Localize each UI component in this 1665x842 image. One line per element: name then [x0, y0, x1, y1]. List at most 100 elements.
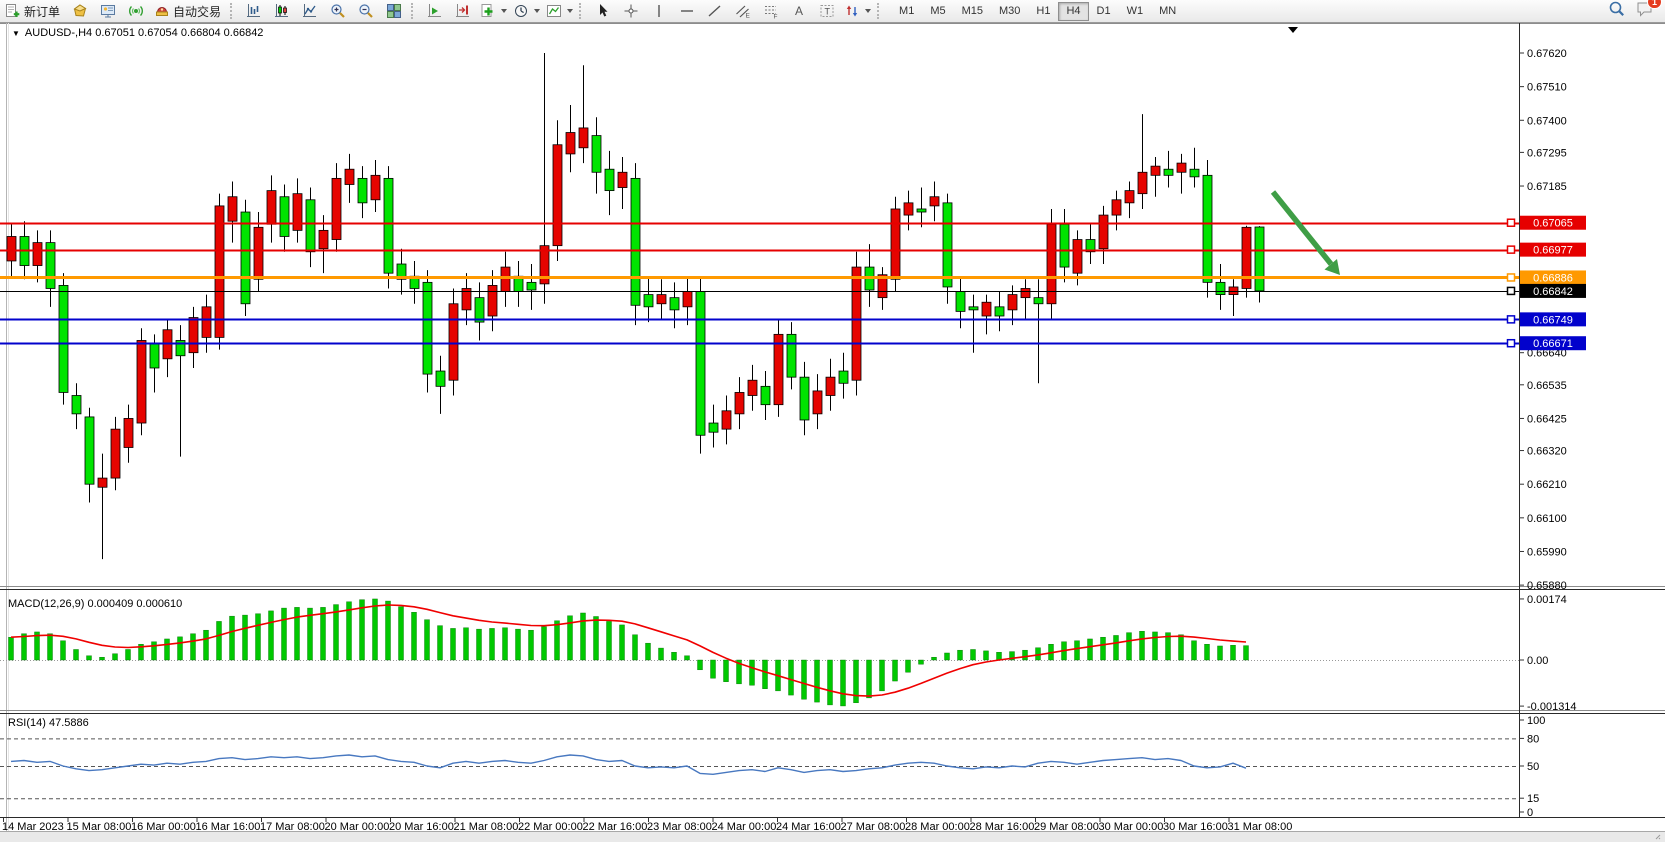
- terminal-button[interactable]: [94, 0, 122, 22]
- macd-bar: [515, 628, 521, 661]
- zoom-out-button[interactable]: [352, 0, 380, 22]
- macd-bar: [294, 607, 300, 661]
- macd-bar: [229, 615, 235, 661]
- macd-bar: [762, 659, 768, 689]
- toolbar-grip: [411, 3, 417, 19]
- tile-windows-icon: [386, 3, 402, 19]
- timeframe-M5[interactable]: M5: [930, 4, 946, 17]
- horizontal-line-button[interactable]: [673, 0, 701, 22]
- date-label: 31 Mar 08:00: [1228, 821, 1293, 833]
- text-button[interactable]: A: [785, 0, 813, 22]
- price-badge-label: 0.66886: [1533, 272, 1573, 284]
- zoom-out-icon: [358, 3, 374, 19]
- cursor-button[interactable]: [589, 0, 617, 22]
- vertical-line-icon: [651, 3, 667, 19]
- date-label: 22 Mar 16:00: [583, 821, 648, 833]
- rsi-indicator-label: RSI(14) 47.5886: [8, 717, 89, 729]
- equidistant-channel-button[interactable]: E: [729, 0, 757, 22]
- macd-bar: [996, 652, 1002, 661]
- macd-bar: [827, 659, 833, 706]
- news-button[interactable]: [122, 0, 150, 22]
- price-badge: [1520, 336, 1586, 351]
- line-handle-icon: [1506, 218, 1516, 227]
- bar-chart-button[interactable]: [240, 0, 268, 22]
- vertical-line-button[interactable]: [645, 0, 673, 22]
- main-toolbar: 新订单 自动交易 E F A T M1 M5 M15 M30 H1 H4 D1 W1 MN 1: [0, 0, 1665, 23]
- gold-gem-icon: [72, 3, 88, 19]
- toolbar-right-tools: 1: [1608, 0, 1662, 23]
- macd-bar: [8, 636, 14, 661]
- auto-trading-button[interactable]: 自动交易: [150, 0, 227, 22]
- macd-bar: [164, 638, 170, 661]
- toolbar-grip: [230, 3, 236, 19]
- macd-bar: [697, 659, 703, 671]
- macd-bar: [1217, 645, 1223, 661]
- date-label: 30 Mar 00:00: [1099, 821, 1164, 833]
- date-label: 28 Mar 16:00: [970, 821, 1035, 833]
- navigator-button[interactable]: [66, 0, 94, 22]
- date-label: 29 Mar 08:00: [1034, 821, 1099, 833]
- timeframe-M15[interactable]: M15: [961, 4, 983, 17]
- price-badge: [1520, 270, 1586, 285]
- chat-button[interactable]: 1: [1636, 0, 1662, 23]
- fibonacci-button[interactable]: F: [757, 0, 785, 22]
- date-label: 24 Mar 00:00: [712, 821, 777, 833]
- search-button[interactable]: [1608, 0, 1626, 23]
- price-badge-label: 0.66977: [1533, 245, 1573, 257]
- chart-window[interactable]: 0.67620 0.67510 0.67400 0.67295 0.67185 0.666…: [0, 23, 1665, 842]
- date-label: 16 Mar 00:00: [131, 821, 196, 833]
- macd-bar: [866, 659, 872, 699]
- date-label: 17 Mar 08:00: [260, 821, 325, 833]
- chart-title: AUDUSD-,H4 0.67051 0.67054 0.66804 0.668…: [24, 27, 264, 39]
- auto-trading-label: 自动交易: [173, 4, 222, 19]
- price-tick-label: 0.67185: [1527, 181, 1567, 193]
- templates-button[interactable]: [543, 0, 576, 22]
- price-tick-label: 0.66535: [1527, 380, 1567, 392]
- timeframe-H4[interactable]: H4: [1058, 1, 1089, 21]
- svg-text:A: A: [795, 4, 803, 18]
- timeframe-M30[interactable]: M30: [999, 4, 1021, 17]
- timeframe-M1[interactable]: M1: [899, 4, 915, 17]
- clock-icon: [513, 3, 529, 19]
- candlestick-chart-button[interactable]: [268, 0, 296, 22]
- chart-shift-button[interactable]: [449, 0, 477, 22]
- macd-bar: [541, 626, 547, 661]
- rsi-panel-group: 100 80 50 15 0: [0, 715, 1545, 819]
- template-icon: [546, 3, 562, 19]
- macd-bar: [593, 616, 599, 661]
- line-chart-icon: [302, 3, 318, 19]
- tile-windows-button[interactable]: [380, 0, 408, 22]
- timeframe-MN[interactable]: MN: [1159, 4, 1177, 17]
- arrows-icon: [844, 3, 860, 19]
- new-order-button[interactable]: 新订单: [1, 0, 66, 22]
- macd-bar: [1204, 644, 1210, 661]
- level-lines-group: [0, 222, 1519, 345]
- timeframe-W1[interactable]: W1: [1126, 4, 1144, 17]
- dropdown-caret-icon: [567, 9, 574, 13]
- trendline-button[interactable]: [701, 0, 729, 22]
- svg-text:E: E: [746, 13, 751, 20]
- macd-bar: [151, 641, 157, 661]
- price-tick-label: 0.66210: [1527, 479, 1567, 491]
- periods-button[interactable]: [510, 0, 543, 22]
- svg-text:T: T: [825, 7, 831, 17]
- price-badge: [1520, 215, 1586, 230]
- timeframe-D1[interactable]: D1: [1096, 4, 1111, 17]
- timeframe-H1[interactable]: H1: [1036, 4, 1051, 17]
- crosshair-button[interactable]: [617, 0, 645, 22]
- symbol-dropdown-icon[interactable]: ▼: [12, 28, 20, 38]
- new-order-label: 新订单: [24, 4, 61, 19]
- macd-bar: [138, 644, 144, 661]
- macd-bar: [73, 649, 79, 661]
- macd-bar: [671, 652, 677, 661]
- indicators-button[interactable]: [477, 0, 510, 22]
- crosshair-icon: [623, 3, 639, 19]
- auto-scroll-button[interactable]: [421, 0, 449, 22]
- macd-bar: [918, 659, 924, 665]
- zoom-in-button[interactable]: [324, 0, 352, 22]
- arrows-button[interactable]: [841, 0, 874, 22]
- annotation-arrow[interactable]: [1270, 190, 1340, 275]
- toolbar-grip: [579, 3, 585, 19]
- line-chart-button[interactable]: [296, 0, 324, 22]
- text-label-button[interactable]: T: [813, 0, 841, 22]
